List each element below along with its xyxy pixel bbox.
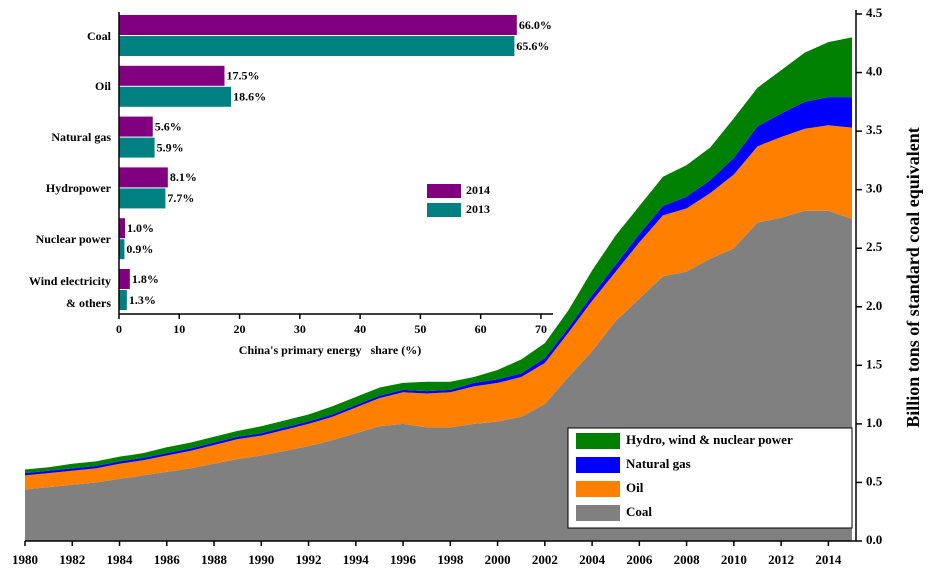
x-tick-label: 2008 [674,552,701,567]
y-tick-label: 3.5 [866,122,883,137]
x-tick-label: 2012 [768,552,794,567]
y-tick-label: 2.5 [866,239,883,254]
x-tick-label: 2006 [626,552,653,567]
y-tick-label: 0.0 [866,532,882,547]
legend-swatch [427,184,461,198]
category-label: Hydropower [45,180,111,195]
area [25,125,852,490]
category-label: Natural gas [51,130,111,145]
legend-swatch [576,505,620,521]
value-label: 5.9% [157,140,184,154]
x-tick-label: 1986 [154,552,181,567]
legend-label: 2014 [466,183,490,197]
value-label: 1.8% [132,272,159,286]
x-tick-label: 2004 [579,552,606,567]
x-tick-label: 0 [116,322,122,336]
bar [119,15,517,35]
y-tick-label: 1.5 [866,356,883,371]
x-tick-label: 1980 [12,552,38,567]
y-tick-label: 0.5 [866,473,883,488]
value-label: 65.6% [516,39,549,53]
bar [119,218,126,239]
x-tick-label: 1988 [201,552,228,567]
x-tick-label: 1998 [437,552,464,567]
bar [119,239,125,260]
x-tick-label: 1982 [59,552,85,567]
x-tick-label: 2010 [721,552,747,567]
value-label: 0.9% [126,242,153,256]
legend-label: Natural gas [626,456,691,471]
x-tick-label: 60 [475,322,487,336]
legend-label: Hydro, wind & nuclear power [626,432,793,447]
bar [119,36,515,56]
category-label: Coal [87,28,111,43]
y-tick-label: 2.0 [866,298,882,313]
value-label: 5.6% [155,119,182,133]
value-label: 66.0% [519,18,552,32]
bar [119,65,225,86]
x-axis-label: China's primary energy share (%) [239,343,421,357]
x-tick-label: 1994 [343,552,370,567]
y-tick-label: 3.0 [866,181,882,196]
area [25,37,852,474]
x-tick-label: 50 [414,322,426,336]
legend-label: Coal [626,504,652,519]
category-label: Oil [94,79,111,94]
value-label: 1.0% [127,221,154,235]
x-tick-label: 20 [234,322,246,336]
legend-swatch [427,203,461,217]
legend-swatch [576,457,620,473]
bar [119,290,127,310]
x-tick-label: 70 [535,322,547,336]
value-label: 18.6% [233,90,266,104]
x-tick-label: 10 [173,322,185,336]
y-axis-label: Billion tons of standard coal equivalent [903,127,923,428]
bar [119,86,232,107]
area [25,97,852,476]
y-tick-label: 1.0 [866,415,882,430]
legend-swatch [576,433,620,449]
y-tick-label: 4.0 [866,64,882,79]
legend-label: Oil [626,480,644,495]
legend-swatch [576,481,620,497]
x-tick-label: 1996 [390,552,417,567]
y-tick-label: 4.5 [866,5,883,20]
x-tick-label: 2014 [815,552,842,567]
value-label: 7.7% [167,191,194,205]
x-tick-label: 1990 [248,552,274,567]
value-label: 1.3% [129,293,156,307]
x-tick-label: 1992 [296,552,322,567]
category-label: Nuclear power [35,231,111,246]
bar [119,116,153,137]
value-label: 8.1% [170,170,197,184]
bar [119,188,166,209]
category-label: Wind electricity & others [28,273,111,310]
x-tick-label: 2002 [532,552,558,567]
legend-label: 2013 [466,202,490,216]
bar [119,269,130,289]
x-tick-label: 1984 [107,552,134,567]
value-label: 17.5% [226,69,259,83]
bar [119,137,155,158]
x-tick-label: 30 [294,322,306,336]
x-tick-label: 2000 [485,552,511,567]
bar [119,167,168,188]
x-tick-label: 40 [354,322,366,336]
